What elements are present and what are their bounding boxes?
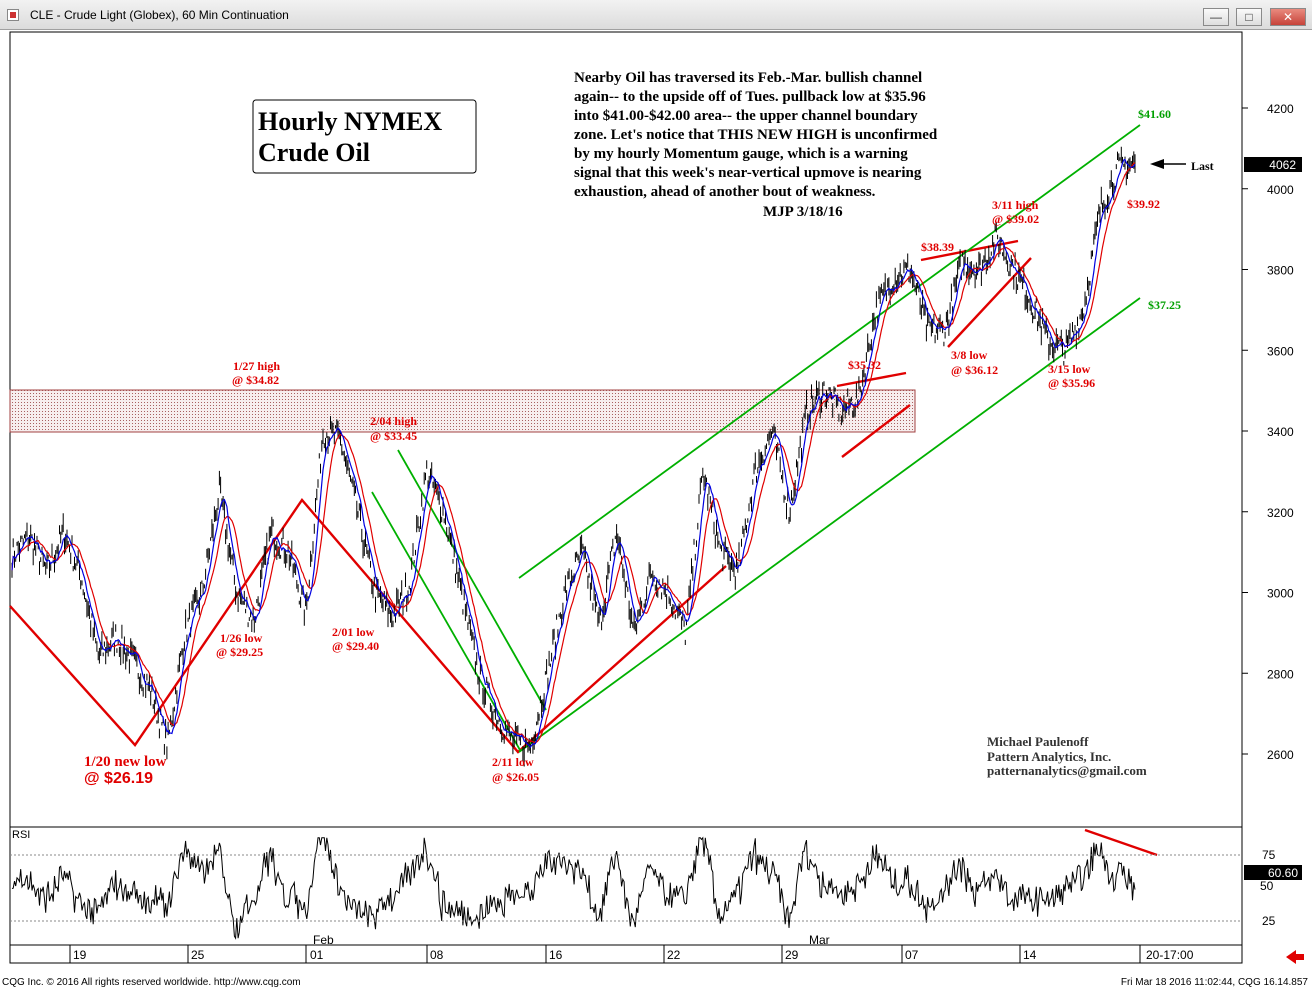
commentary-line: signal that this week's near-vertical up… [574, 165, 922, 181]
close-button[interactable]: ✕ [1270, 8, 1306, 26]
last-price-box [1244, 157, 1302, 172]
footer-timestamp: Fri Mar 18 2016 11:02:44, CQG 16.14.857 [1120, 977, 1308, 988]
annotation-label: $39.92 [1127, 197, 1160, 211]
annotation-label: @ $33.45 [370, 429, 417, 443]
rsi-line [11, 836, 1136, 940]
day-label-29: 29 [785, 948, 799, 962]
day-label-07: 07 [905, 948, 919, 962]
annotation-label: $35.32 [848, 358, 881, 372]
commentary-line: exhaustion, ahead of another bout of wea… [574, 184, 876, 200]
rsi-tick-25: 25 [1262, 914, 1276, 928]
footer-copyright: CQG Inc. © 2016 All rights reserved worl… [2, 977, 301, 988]
rsi-tick-50: 50 [1260, 879, 1274, 893]
commentary-line: zone. Let's notice that THIS NEW HIGH is… [574, 127, 938, 143]
annotation-label: 2/01 low [332, 625, 375, 639]
credit-line: Michael Paulenoff [987, 734, 1089, 749]
annotation-label: @ $39.02 [992, 212, 1039, 226]
annotation-label: 1/20 new low [84, 754, 167, 770]
day-label-19: 19 [73, 948, 87, 962]
scroll-right-arrow-icon[interactable] [1286, 950, 1304, 964]
price-tick-label: 2800 [1267, 667, 1294, 681]
annotation-label: 2/04 high [370, 414, 417, 428]
price-tick-label: 3000 [1267, 587, 1294, 601]
time-axis-ticks [69, 945, 1141, 963]
green-channel-lines [371, 124, 1141, 753]
annotation-label: @ $26.05 [492, 770, 539, 784]
rsi-tick-75: 75 [1262, 848, 1276, 862]
rsi-layer [11, 836, 1136, 940]
price-tick-label: 3400 [1267, 425, 1294, 439]
annotation-label: 1/26 low [220, 631, 263, 645]
annotation-label: @ $34.82 [232, 373, 279, 387]
rsi-last-box [1244, 865, 1302, 880]
restore-button[interactable]: □ [1236, 8, 1262, 26]
annotation-label: @ $36.12 [951, 363, 998, 377]
title-line-2: Crude Oil [258, 138, 370, 167]
day-label-16: 16 [549, 948, 563, 962]
commentary-line: Nearby Oil has traversed its Feb.-Mar. b… [574, 70, 922, 86]
credit-line: patternanalytics@gmail.com [987, 763, 1147, 778]
day-label-08: 08 [430, 948, 444, 962]
day-label-22: 22 [667, 948, 681, 962]
annotation-label: $38.39 [921, 240, 954, 254]
status-footer: CQG Inc. © 2016 All rights reserved worl… [0, 976, 1312, 991]
price-tick-label: 2600 [1267, 748, 1294, 762]
annotations: 1/20 new low @ $26.19 1/26 low @ $29.25 … [84, 197, 1160, 787]
app-icon [7, 9, 19, 21]
price-tick-label: 3200 [1267, 506, 1294, 520]
price-tick-label: 3800 [1267, 264, 1294, 278]
credit-line: Pattern Analytics, Inc. [987, 749, 1111, 764]
annotation-label: @ $29.25 [216, 645, 263, 659]
price-tick-label: 4200 [1267, 102, 1294, 116]
red-trendlines [9, 239, 1158, 857]
channel-label-lower: $37.25 [1148, 298, 1181, 312]
rsi-panel [9, 826, 1243, 946]
annotation-label: 2/11 low [492, 755, 534, 769]
annotation-label: 3/15 low [1048, 362, 1091, 376]
resistance-zone [9, 389, 916, 433]
day-label-25: 25 [191, 948, 205, 962]
chart-area: 2600 2800 3000 3200 3400 3600 3800 4000 4200 406… [0, 30, 1312, 991]
last-label: Last [1191, 159, 1214, 173]
annotation-label: 1/27 high [233, 359, 280, 373]
annotation-label: @ $26.19 [84, 770, 153, 787]
window-titlebar: CLE - Crude Light (Globex), 60 Min Conti… [0, 0, 1312, 30]
last-price-value: 4062 [1269, 158, 1296, 172]
price-layer [11, 146, 1136, 767]
ma-slow-line [11, 158, 1136, 749]
day-label-20: 20-17:00 [1146, 948, 1194, 962]
signature: MJP 3/18/16 [763, 204, 843, 220]
title-line-1: Hourly NYMEX [258, 107, 442, 136]
commentary-line: again-- to the upside off of Tues. pullb… [574, 89, 926, 105]
annotation-label: @ $29.40 [332, 639, 379, 653]
day-label-14: 14 [1023, 948, 1037, 962]
minimize-button[interactable]: — [1203, 8, 1229, 26]
last-arrow-icon [1150, 159, 1164, 169]
price-tick-label: 3600 [1267, 344, 1294, 358]
commentary: Nearby Oil has traversed its Feb.-Mar. b… [574, 70, 938, 220]
rsi-label: RSI [12, 829, 30, 841]
annotation-label: 3/8 low [951, 348, 988, 362]
month-label-mar: Mar [809, 933, 830, 947]
title-box [252, 99, 477, 174]
price-tick-label: 4000 [1267, 183, 1294, 197]
chart-svg: 2600 2800 3000 3200 3400 3600 3800 4000 4200 406… [9, 31, 1304, 964]
annotation-label: @ $35.96 [1048, 376, 1095, 390]
credits: Michael Paulenoff Pattern Analytics, Inc… [987, 734, 1147, 778]
annotation-label: 3/11 high [992, 198, 1039, 212]
commentary-line: by my hourly Momentum gauge, which is a … [574, 146, 908, 162]
day-label-01: 01 [310, 948, 324, 962]
channel-label-upper: $41.60 [1138, 107, 1171, 121]
commentary-line: into $41.00-$42.00 area-- the upper chan… [574, 108, 918, 124]
month-label-feb: Feb [313, 933, 334, 947]
price-axis: 2600 2800 3000 3200 3400 3600 3800 4000 4200 [1242, 102, 1294, 762]
rsi-last-value: 60.60 [1268, 866, 1298, 880]
window-title: CLE - Crude Light (Globex), 60 Min Conti… [30, 8, 289, 22]
